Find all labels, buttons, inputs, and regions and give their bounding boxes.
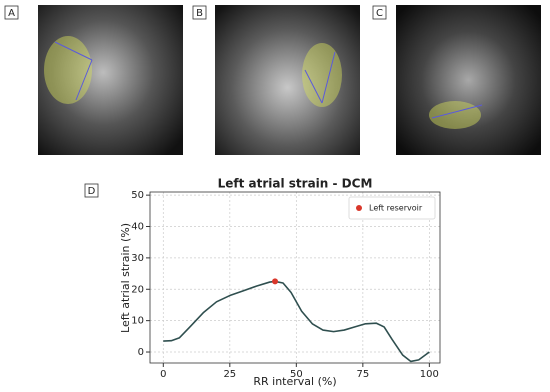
- legend-marker: [356, 205, 362, 211]
- x-axis-label: RR interval (%): [253, 375, 336, 388]
- y-tick-label: 40: [131, 222, 144, 233]
- panel-labels: A B C D: [4, 5, 387, 198]
- marker: [272, 278, 279, 285]
- panel-label: B: [196, 8, 203, 19]
- legend-label: Left reservoir: [369, 204, 423, 213]
- x-tick-label: 0: [160, 369, 166, 380]
- panel-label: A: [8, 8, 15, 19]
- mri-image-b: [215, 5, 360, 155]
- panel-label: D: [88, 186, 96, 197]
- panel-label: C: [376, 8, 383, 19]
- chart-title: Left atrial strain - DCM: [218, 177, 373, 191]
- y-tick-label: 50: [131, 190, 144, 201]
- y-tick-label: 20: [131, 284, 144, 295]
- x-tick-label: 50: [290, 369, 303, 380]
- legend-box: [348, 196, 436, 220]
- x-tick-label: 25: [223, 369, 236, 380]
- y-tick-label: 10: [131, 316, 144, 327]
- mri-image-a: [38, 5, 183, 155]
- data-line: [163, 280, 430, 363]
- x-tick-label: 75: [356, 369, 369, 380]
- y-tick-label: 0: [138, 347, 144, 358]
- y-tick-label: 30: [131, 253, 144, 264]
- y-axis-label: Left atrial strain (%): [119, 223, 132, 333]
- plot-frame: [149, 191, 441, 364]
- x-tick-label: 100: [420, 369, 439, 380]
- mri-image-c: [396, 5, 541, 155]
